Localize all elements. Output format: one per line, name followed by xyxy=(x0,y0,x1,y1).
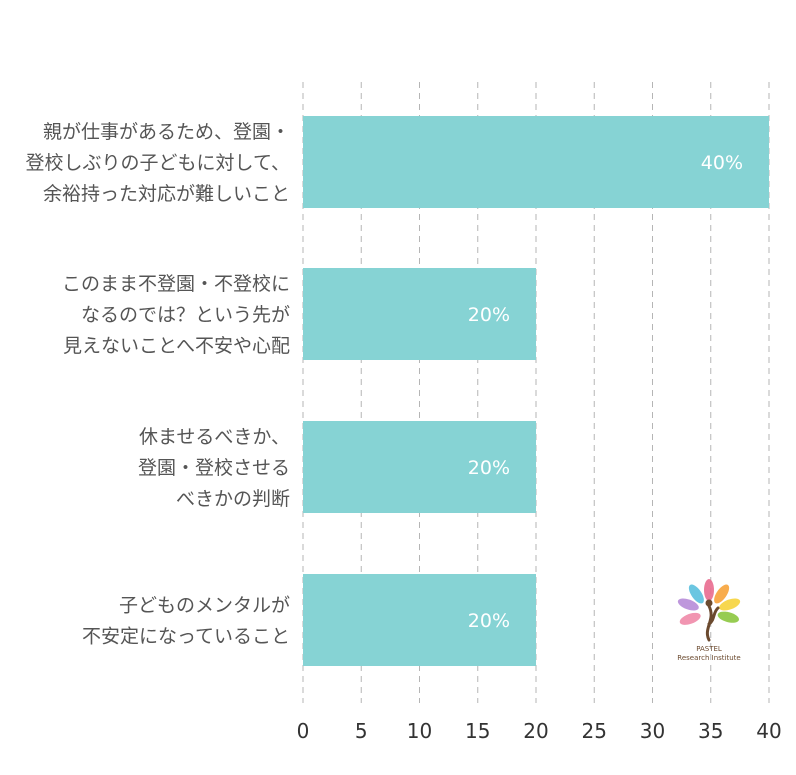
x-tick-25: 25 xyxy=(582,719,607,743)
bar-2 xyxy=(303,421,536,513)
logo-petal-icon xyxy=(704,579,714,601)
category-label-1-1: なるのでは？という先が xyxy=(81,304,290,326)
category-label-0-2: 余裕持った対応が難しいこと xyxy=(43,183,290,205)
category-label-1-0: このまま不登園・不登校に xyxy=(62,273,290,295)
logo-petal-icon xyxy=(714,584,730,604)
x-tick-0: 0 xyxy=(297,719,310,743)
category-label-0-0: 親が仕事があるため、登園・ xyxy=(43,121,290,143)
bars: 40% 20% 20% 20% xyxy=(303,116,769,666)
x-tick-30: 30 xyxy=(640,719,665,743)
bar-0 xyxy=(303,116,769,208)
x-tick-35: 35 xyxy=(698,719,723,743)
x-axis-ticks: 0 5 10 15 20 25 30 35 40 xyxy=(297,719,782,743)
category-label-2-2: べきかの判断 xyxy=(176,488,290,510)
logo-text-line1: PASTEL xyxy=(696,645,722,653)
logo-head-icon xyxy=(705,599,713,607)
pastel-logo: PASTEL Research Institute xyxy=(677,579,741,662)
data-label-3: 20% xyxy=(468,610,510,632)
logo-petal-icon xyxy=(679,612,701,625)
category-label-3-1: 不安定になっていること xyxy=(82,626,290,648)
logo-petal-icon xyxy=(719,598,741,611)
data-label-1: 20% xyxy=(468,304,510,326)
x-tick-10: 10 xyxy=(407,719,432,743)
logo-petal-icon xyxy=(677,598,699,611)
logo-text-line2: Research Institute xyxy=(677,654,740,662)
category-labels: 親が仕事があるため、登園・登校しぶりの子どもに対して、余裕持った対応が難しいこと… xyxy=(26,121,290,648)
category-label-1-2: 見えないことへ不安や心配 xyxy=(63,335,290,357)
x-tick-15: 15 xyxy=(465,719,490,743)
category-label-2-0: 休ませるべきか、 xyxy=(139,426,290,448)
x-tick-40: 40 xyxy=(756,719,781,743)
x-tick-20: 20 xyxy=(523,719,548,743)
logo-trunk-icon xyxy=(705,604,720,642)
category-label-0-1: 登校しぶりの子どもに対して、 xyxy=(26,152,290,174)
data-label-0: 40% xyxy=(701,152,743,174)
x-tick-5: 5 xyxy=(355,719,368,743)
logo-petal-icon xyxy=(717,611,740,623)
logo-petal-icon xyxy=(688,584,704,604)
data-label-2: 20% xyxy=(468,457,510,479)
category-label-3-0: 子どものメンタルが xyxy=(119,595,290,617)
category-label-2-1: 登園・登校させる xyxy=(138,457,290,479)
bar-1 xyxy=(303,268,536,360)
bar-3 xyxy=(303,574,536,666)
